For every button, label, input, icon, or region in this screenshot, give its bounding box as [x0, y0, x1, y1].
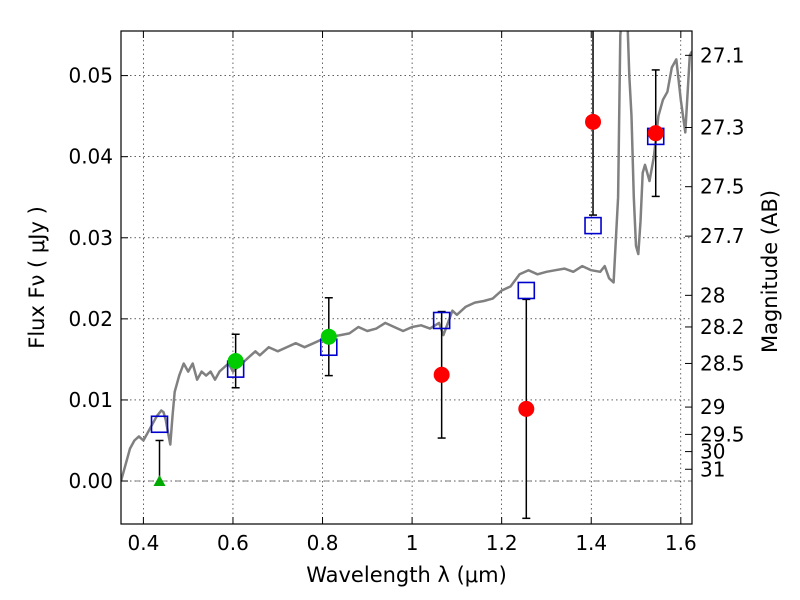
x-axis-title: Wavelength λ (μm)	[306, 563, 507, 587]
data-point	[518, 400, 535, 417]
y-tick-label: 0.03	[68, 226, 113, 250]
x-tick-label: 0.4	[127, 531, 159, 555]
x-tick-label: 0.6	[217, 531, 249, 555]
x-tick-label: 1.6	[665, 531, 697, 555]
upper-limit-marker	[153, 475, 166, 487]
model-square-marker	[584, 216, 602, 235]
x-tick-label: 0.8	[307, 531, 339, 555]
grid	[121, 31, 692, 524]
model-square-marker	[432, 311, 451, 330]
y2-tick-label: 29.5	[700, 422, 745, 446]
x-tick-label: 1.4	[575, 531, 607, 555]
data-point	[585, 113, 602, 130]
data-point	[433, 366, 450, 383]
spectrum-line	[121, 31, 692, 482]
y2-tick-label: 27.7	[700, 224, 745, 248]
data-point	[227, 353, 244, 370]
model-square-marker	[517, 281, 536, 300]
error-bars	[155, 31, 660, 520]
y2-tick-label: 30	[700, 440, 725, 464]
y-tick-label: 0.04	[68, 145, 113, 169]
y-tick-label: 0.00	[68, 469, 113, 493]
y2-tick-label: 28	[700, 283, 725, 307]
y-tick-label: 0.02	[68, 307, 113, 331]
spectrum	[121, 31, 692, 482]
plot-frame	[120, 30, 693, 525]
data-point	[320, 328, 337, 345]
x-tick-label: 1	[406, 531, 419, 555]
y-axis-title: Flux Fν ( μJy )	[25, 206, 49, 349]
y-tick-label: 0.05	[68, 64, 113, 88]
y-axis: 0.00 0.01 0.02 0.03 0.04 0.05	[68, 64, 128, 493]
y2-tick-label: 29	[700, 395, 725, 419]
y2-tick-label: 27.1	[700, 43, 745, 67]
x-tick-label: 1.2	[486, 531, 518, 555]
y2-tick-label: 27.5	[700, 175, 745, 199]
y-tick-label: 0.01	[68, 388, 113, 412]
data-point	[647, 125, 664, 142]
x-axis: 0.4 0.6 0.8 1 1.2 1.4 1.6	[127, 31, 697, 555]
y2-tick-label: 28.2	[700, 315, 745, 339]
markers	[150, 113, 665, 487]
y2-tick-label: 27.3	[700, 115, 745, 139]
y2-tick-label: 31	[700, 457, 725, 481]
model-square-marker	[150, 415, 169, 434]
y2-tick-label: 28.5	[700, 351, 745, 375]
y2-axis-title: Magnitude (AB)	[758, 190, 782, 353]
